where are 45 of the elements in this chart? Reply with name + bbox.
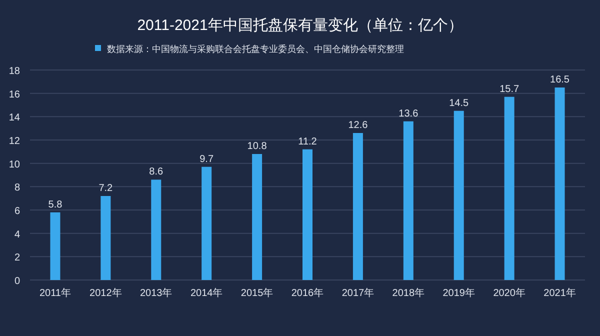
bar bbox=[504, 96, 514, 280]
bar bbox=[554, 88, 565, 280]
y-tick-label: 4 bbox=[14, 229, 20, 240]
x-tick-label: 2013年 bbox=[140, 287, 172, 299]
x-tick-label: 2015年 bbox=[240, 287, 274, 299]
bar bbox=[100, 196, 111, 280]
x-tick-label: 2016年 bbox=[291, 287, 324, 299]
bar bbox=[302, 149, 312, 280]
bar bbox=[151, 180, 162, 280]
y-tick-label: 14 bbox=[8, 112, 20, 124]
y-tick-label: 16 bbox=[8, 89, 20, 100]
x-tick-label: 2011年 bbox=[39, 287, 71, 299]
data-label: 9.7 bbox=[200, 154, 214, 165]
data-label: 8.6 bbox=[149, 166, 164, 178]
y-tick-label: 18 bbox=[8, 66, 20, 77]
x-tick-label: 2021年 bbox=[544, 287, 576, 299]
bar bbox=[252, 154, 262, 280]
bar bbox=[454, 110, 464, 280]
data-label: 12.6 bbox=[348, 120, 368, 131]
data-label: 14.5 bbox=[449, 98, 470, 109]
y-tick-label: 2 bbox=[14, 252, 20, 264]
x-tick-label: 2014年 bbox=[190, 287, 223, 299]
data-label: 7.2 bbox=[98, 183, 114, 194]
y-tick-label: 12 bbox=[8, 136, 20, 147]
x-tick-label: 2017年 bbox=[342, 287, 374, 299]
data-label: 10.8 bbox=[247, 141, 268, 152]
bar bbox=[202, 166, 212, 280]
chart-title: 2011-2021年中国托盘保有量变化（单位：亿个） bbox=[137, 17, 463, 34]
x-tick-label: 2012年 bbox=[90, 287, 122, 299]
y-tick-label: 10 bbox=[8, 159, 20, 170]
y-tick-label: 0 bbox=[14, 276, 20, 287]
y-tick-label: 8 bbox=[14, 182, 20, 194]
data-label: 5.8 bbox=[48, 199, 63, 210]
x-tick-label: 2018年 bbox=[392, 287, 425, 299]
data-label: 16.5 bbox=[550, 74, 570, 86]
data-label: 11.2 bbox=[298, 136, 318, 148]
legend-label: 数据来源：中国物流与采购联合会托盘专业委员会、中国仓储协会研究整理 bbox=[107, 44, 404, 54]
x-tick-label: 2020年 bbox=[493, 287, 526, 299]
data-label: 15.7 bbox=[500, 84, 520, 95]
bar bbox=[50, 212, 60, 280]
bar bbox=[352, 133, 363, 280]
y-tick-label: 6 bbox=[14, 206, 20, 217]
bar bbox=[403, 121, 414, 280]
data-label: 13.6 bbox=[398, 108, 419, 120]
x-tick-label: 2019年 bbox=[442, 287, 475, 299]
